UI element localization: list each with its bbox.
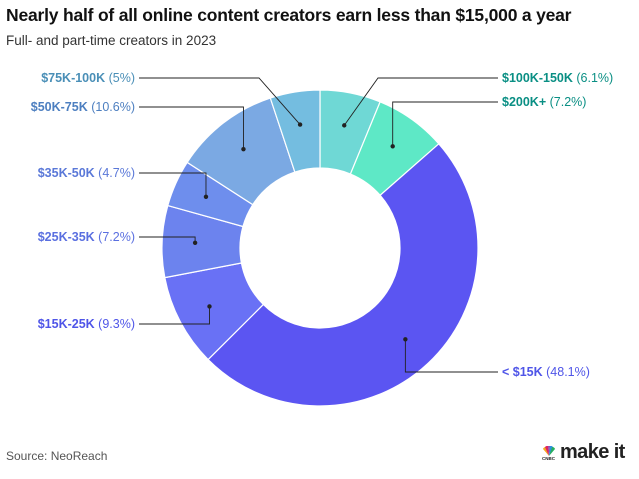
- chart-subtitle: Full- and part-time creators in 2023: [6, 33, 217, 48]
- slice-label: $25K-35K (7.2%): [38, 230, 135, 244]
- slice-label-range: $75K-100K: [41, 71, 108, 85]
- leader-line: [404, 339, 498, 373]
- source-note: Source: NeoReach: [6, 449, 108, 463]
- leader-line: [139, 172, 207, 197]
- leader-dot: [192, 240, 198, 246]
- slice-label-value: (7.2%): [98, 230, 135, 244]
- slice-label: $75K-100K (5%): [41, 71, 135, 85]
- slice-label-range: $200K+: [502, 95, 550, 109]
- slice-label-range: $100K-150K: [502, 71, 576, 85]
- leader-line: [139, 306, 210, 325]
- leader-line: [139, 106, 244, 150]
- cnbc-text: CNBC: [542, 456, 555, 461]
- slice-15k: [207, 142, 479, 407]
- slice-label-value: (4.7%): [98, 166, 135, 180]
- slice-label: $50K-75K (10.6%): [31, 100, 135, 114]
- peacock-icon: [543, 446, 555, 456]
- leader-dot: [390, 144, 395, 149]
- slice-75k-100k: [269, 89, 321, 173]
- slice-label: $15K-25K (9.3%): [38, 317, 135, 331]
- leader-dot: [207, 304, 212, 309]
- slice-label-range: $15K-25K: [38, 317, 98, 331]
- leader-dot: [203, 194, 209, 199]
- leader-dot: [241, 146, 246, 152]
- leader-dot: [297, 122, 303, 127]
- slice-label: $35K-50K (4.7%): [38, 166, 135, 180]
- chart-title: Nearly half of all online content creato…: [6, 5, 572, 25]
- leader-line: [392, 101, 498, 147]
- slice-label-value: (7.2%): [550, 95, 587, 109]
- slice-label-value: (6.1%): [576, 71, 613, 85]
- leader-line: [139, 77, 301, 125]
- slice-label-value: (5%): [109, 71, 135, 85]
- leader-dot: [342, 123, 347, 128]
- cnbc-make-it-logo: CNBC make it: [540, 441, 636, 465]
- leader-line: [343, 77, 498, 126]
- slice-label-range: $35K-50K: [38, 166, 98, 180]
- slice-label-value: (48.1%): [546, 365, 590, 379]
- slice-label-range: < $15K: [502, 365, 546, 379]
- slice-label-value: (10.6%): [91, 100, 135, 114]
- slice-label: < $15K (48.1%): [502, 365, 590, 379]
- slice-label-range: $25K-35K: [38, 230, 98, 244]
- leader-dot: [403, 337, 408, 342]
- slice-label-range: $50K-75K: [31, 100, 91, 114]
- make-it-text: make it: [560, 441, 625, 463]
- slice-label: $200K+ (7.2%): [502, 95, 586, 109]
- slice-label-value: (9.3%): [98, 317, 135, 331]
- slice-label: $100K-150K (6.1%): [502, 71, 613, 85]
